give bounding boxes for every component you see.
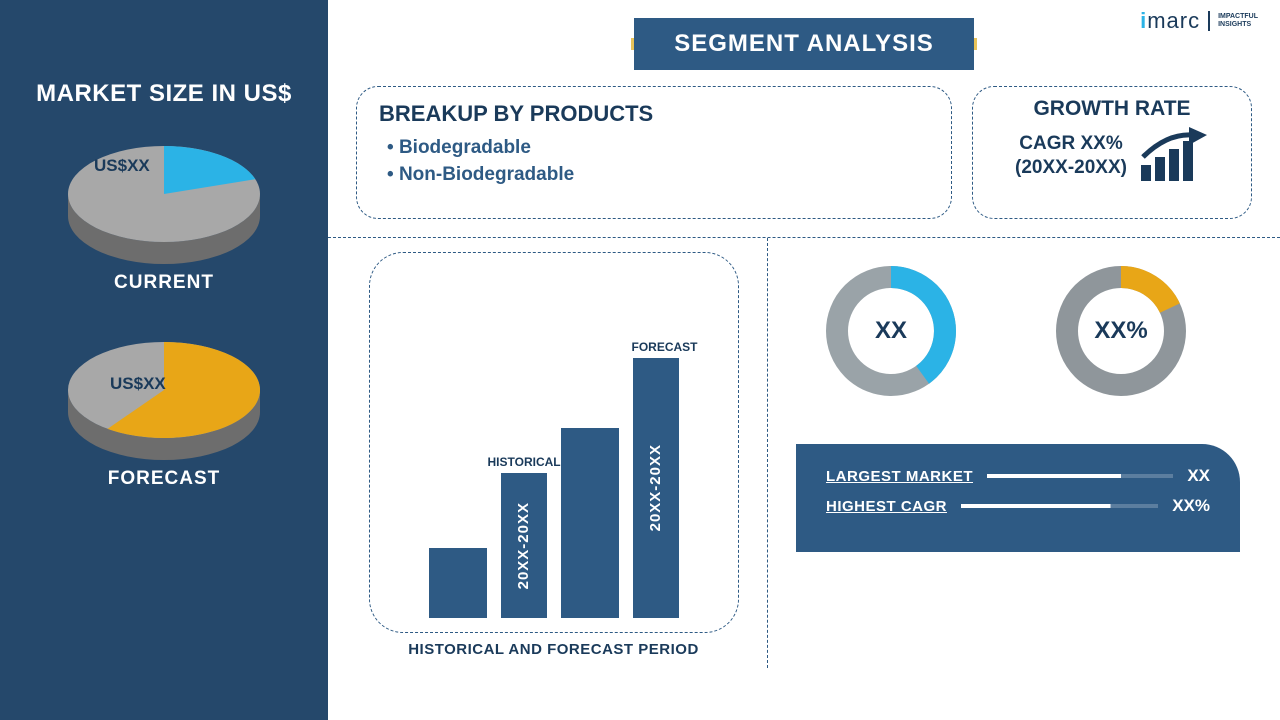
info-card: LARGEST MARKET XX HIGHEST CAGR XX% [796,444,1240,552]
historical-forecast-panel: 20XX-20XX 20XX-20XX HISTORICAL FORECAST HI… [328,238,768,668]
pie-label: US$XX [94,156,150,176]
bar-toplabel: HISTORICAL [488,455,561,469]
info-value: XX [1187,466,1210,486]
bar [561,428,619,618]
cagr-text: CAGR XX%(20XX-20XX) [1015,132,1127,180]
bar: 20XX-20XX [633,358,679,618]
bar [429,548,487,618]
bar-toplabel: FORECAST [632,340,698,354]
brand-logo: imarc IMPACTFULINSIGHTS [1140,8,1258,34]
sidebar: MARKET SIZE IN US$ US$XX CURRENT US$XX F… [0,0,328,720]
top-row: BREAKUP BY PRODUCTS BiodegradableNon-Bio… [328,70,1280,219]
donut-value: XX% [1094,317,1147,345]
donut-value: XX [875,317,907,345]
products-list: BiodegradableNon-Biodegradable [379,135,929,188]
bottom-row: 20XX-20XX 20XX-20XX HISTORICAL FORECAST HI… [328,238,1280,668]
pie-forecast: US$XX FORECAST [54,334,274,490]
info-bar [961,504,1158,508]
info-label: LARGEST MARKET [826,468,973,485]
main-area: imarc IMPACTFULINSIGHTS SEGMENT ANALYSIS… [328,0,1280,720]
segment-analysis-badge: SEGMENT ANALYSIS [634,18,974,70]
growth-rate-box: GROWTH RATE CAGR XX%(20XX-20XX) [972,86,1252,219]
breakup-products-box: BREAKUP BY PRODUCTS BiodegradableNon-Bio… [356,86,952,219]
donut-chart: XX% [1046,256,1196,406]
bar: 20XX-20XX [501,473,547,618]
growth-title: GROWTH RATE [1033,97,1190,121]
sidebar-title: MARKET SIZE IN US$ [36,80,292,108]
logo-tagline: IMPACTFULINSIGHTS [1218,13,1258,29]
pie-current: US$XX CURRENT [54,138,274,294]
logo-divider [1208,11,1210,31]
info-label: HIGHEST CAGR [826,498,947,515]
product-item: Non-Biodegradable [387,162,929,189]
info-bar [987,474,1173,478]
info-row: HIGHEST CAGR XX% [826,496,1210,516]
info-row: LARGEST MARKET XX [826,466,1210,486]
growth-icon [1137,127,1209,185]
barchart-box: 20XX-20XX 20XX-20XX HISTORICAL FORECAST [369,252,739,633]
product-item: Biodegradable [387,135,929,162]
info-value: XX% [1172,496,1210,516]
pie-caption: FORECAST [108,468,221,490]
donut-row: XX XX% [796,256,1240,406]
barchart-caption: HISTORICAL AND FORECAST PERIOD [408,641,699,658]
pie-caption: CURRENT [114,272,214,294]
pie-label: US$XX [110,374,166,394]
products-title: BREAKUP BY PRODUCTS [379,101,929,127]
donut-chart: XX [816,256,966,406]
root: MARKET SIZE IN US$ US$XX CURRENT US$XX F… [0,0,1280,720]
right-panel: XX XX% LARGEST MARKET XX HIGHEST CAGR XX… [768,238,1280,668]
logo-text: imarc [1140,8,1200,34]
